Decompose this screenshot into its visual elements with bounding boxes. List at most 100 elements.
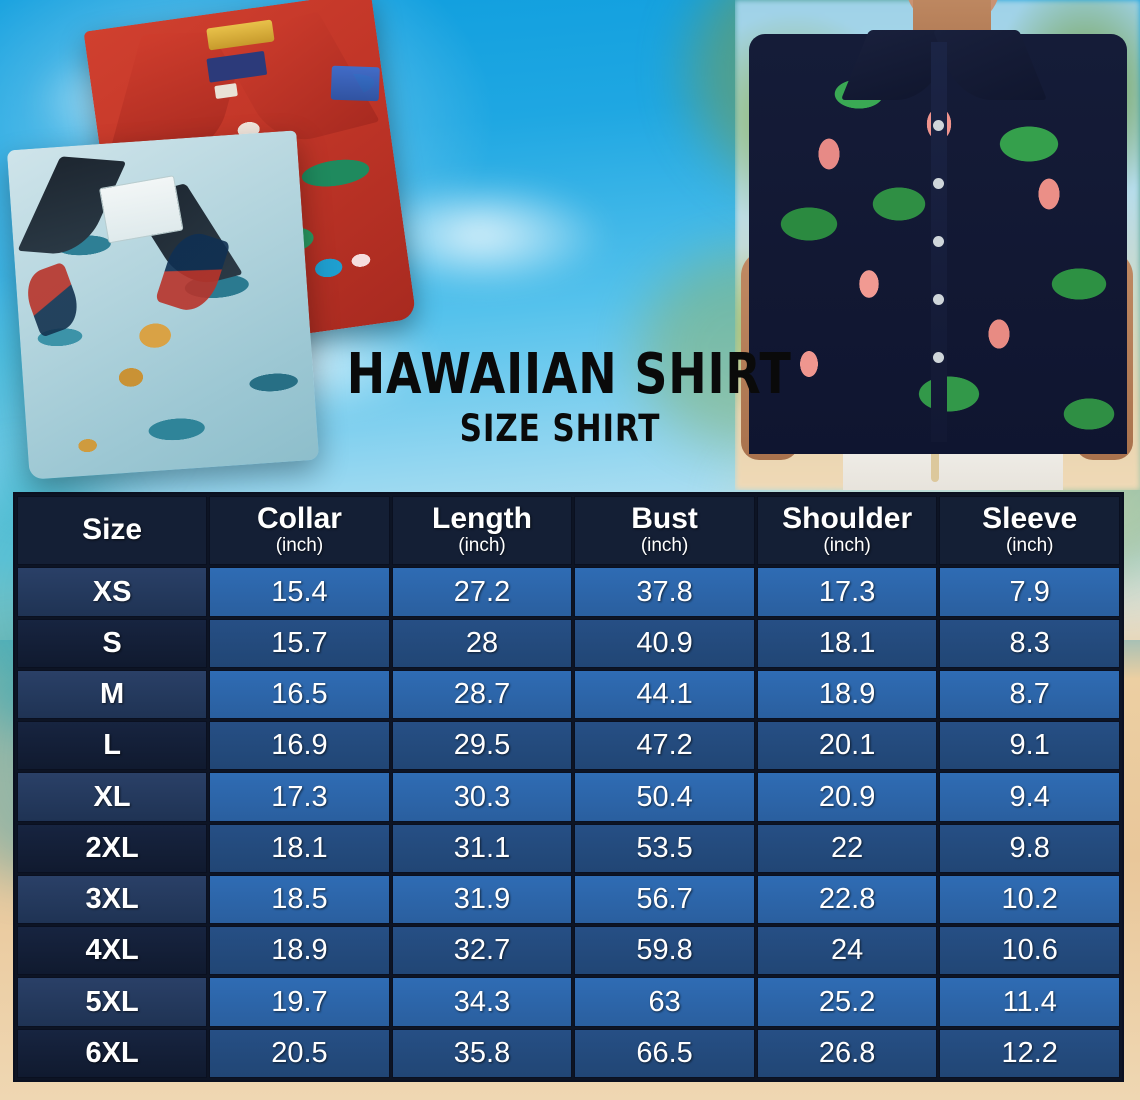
measurement-cell-collar: 16.9: [209, 721, 390, 771]
column-header-shoulder: Shoulder (inch): [756, 496, 938, 566]
title-block: HAWAIIAN SHIRT SIZE SHIRT: [300, 346, 820, 450]
measurement-cell-shoulder: 24: [756, 926, 938, 976]
measurement-cell-collar: 15.7: [209, 618, 390, 668]
shirt-button: [933, 294, 944, 305]
measurement-cell-shoulder: 22: [756, 823, 938, 873]
shirt-button: [933, 178, 944, 189]
column-header-size: Size: [17, 496, 208, 566]
measurement-cell-sleeve: 9.8: [939, 823, 1120, 873]
column-header-bust-unit: (inch): [640, 534, 689, 556]
measurement-cell-shoulder: 22.8: [756, 874, 938, 925]
measurement-cell-sleeve: 9.4: [939, 772, 1120, 822]
size-chart-table: Size Collar (inch) Length (inch) Bust (i…: [13, 492, 1124, 1082]
size-table: Size Collar (inch) Length (inch) Bust (i…: [15, 494, 1122, 1080]
measurement-cell-length: 31.1: [391, 823, 573, 873]
parrot-print-motif: [19, 261, 85, 338]
column-header-length-label: Length: [432, 502, 532, 535]
column-header-shoulder-unit: (inch): [823, 534, 871, 556]
table-row: M 16.5 28.7 44.1 18.9 8.7: [17, 669, 1120, 720]
shirt-sleeve-badge: [330, 65, 380, 102]
measurement-cell-length: 28.7: [391, 669, 573, 720]
model-wearing-hawaiian-shirt-photo: [735, 0, 1140, 490]
measurement-cell-bust: 53.5: [574, 823, 755, 873]
table-row: 2XL 18.1 31.1 53.5 22 9.8: [17, 823, 1120, 873]
measurement-cell-collar: 16.5: [209, 669, 390, 720]
table-row: 6XL 20.5 35.8 66.5 26.8 12.2: [17, 1028, 1120, 1078]
column-header-collar: Collar (inch): [209, 496, 390, 566]
table-row: L 16.9 29.5 47.2 20.1 9.1: [17, 721, 1120, 771]
column-header-bust: Bust (inch): [574, 496, 755, 566]
measurement-cell-shoulder: 18.1: [756, 618, 938, 668]
measurement-cell-shoulder: 26.8: [756, 1028, 938, 1078]
table-row: 3XL 18.5 31.9 56.7 22.8 10.2: [17, 874, 1120, 925]
table-row: XS 15.4 27.2 37.8 17.3 7.9: [17, 567, 1120, 617]
shirt-care-tag: [214, 83, 238, 99]
measurement-cell-length: 30.3: [391, 772, 573, 822]
table-header-row: Size Collar (inch) Length (inch) Bust (i…: [17, 496, 1120, 566]
table-row: 5XL 19.7 34.3 63 25.2 11.4: [17, 977, 1120, 1027]
measurement-cell-sleeve: 7.9: [939, 567, 1120, 617]
measurement-cell-length: 31.9: [391, 874, 573, 925]
column-header-collar-unit: (inch): [275, 534, 324, 556]
size-label-cell: 6XL: [17, 1028, 208, 1078]
measurement-cell-shoulder: 20.1: [756, 721, 938, 771]
measurement-cell-sleeve: 11.4: [939, 977, 1120, 1027]
measurement-cell-sleeve: 10.6: [939, 926, 1120, 976]
table-body: XS 15.4 27.2 37.8 17.3 7.9 S 15.7 28 40.9 18.1 8.3 M…: [17, 567, 1120, 1078]
measurement-cell-length: 27.2: [391, 567, 573, 617]
column-header-sleeve: Sleeve (inch): [939, 496, 1120, 566]
measurement-cell-length: 35.8: [391, 1028, 573, 1078]
measurement-cell-bust: 40.9: [574, 618, 755, 668]
table-header: Size Collar (inch) Length (inch) Bust (i…: [17, 496, 1120, 566]
measurement-cell-collar: 17.3: [209, 772, 390, 822]
measurement-cell-bust: 63: [574, 977, 755, 1027]
measurement-cell-collar: 15.4: [209, 567, 390, 617]
measurement-cell-shoulder: 20.9: [756, 772, 938, 822]
size-label-cell: M: [17, 669, 208, 720]
column-header-sleeve-unit: (inch): [1005, 534, 1054, 556]
measurement-cell-length: 29.5: [391, 721, 573, 771]
page-subtitle: SIZE SHIRT: [459, 407, 661, 451]
size-label-cell: 5XL: [17, 977, 208, 1027]
measurement-cell-collar: 20.5: [209, 1028, 390, 1078]
column-header-bust-label: Bust: [631, 502, 698, 535]
measurement-cell-shoulder: 17.3: [756, 567, 938, 617]
measurement-cell-length: 34.3: [391, 977, 573, 1027]
measurement-cell-bust: 44.1: [574, 669, 755, 720]
measurement-cell-bust: 47.2: [574, 721, 755, 771]
size-label-cell: 3XL: [17, 874, 208, 925]
shirt-button: [933, 352, 944, 363]
measurement-cell-sleeve: 9.1: [939, 721, 1120, 771]
measurement-cell-collar: 18.5: [209, 874, 390, 925]
column-header-size-label: Size: [82, 512, 143, 546]
column-header-shoulder-label: Shoulder: [782, 502, 913, 535]
page-title: HAWAIIAN SHIRT: [346, 342, 792, 407]
table-row: 4XL 18.9 32.7 59.8 24 10.6: [17, 926, 1120, 976]
size-label-cell: XS: [17, 567, 208, 617]
measurement-cell-length: 32.7: [391, 926, 573, 976]
measurement-cell-shoulder: 18.9: [756, 669, 938, 720]
measurement-cell-sleeve: 8.7: [939, 669, 1120, 720]
table-row: S 15.7 28 40.9 18.1 8.3: [17, 618, 1120, 668]
measurement-cell-sleeve: 8.3: [939, 618, 1120, 668]
size-label-cell: 4XL: [17, 926, 208, 976]
measurement-cell-bust: 37.8: [574, 567, 755, 617]
measurement-cell-sleeve: 10.2: [939, 874, 1120, 925]
table-row: XL 17.3 30.3 50.4 20.9 9.4: [17, 772, 1120, 822]
shirt-button: [933, 236, 944, 247]
measurement-cell-sleeve: 12.2: [939, 1028, 1120, 1078]
measurement-cell-bust: 50.4: [574, 772, 755, 822]
measurement-cell-bust: 66.5: [574, 1028, 755, 1078]
measurement-cell-bust: 59.8: [574, 926, 755, 976]
size-label-cell: L: [17, 721, 208, 771]
size-label-cell: XL: [17, 772, 208, 822]
size-label-cell: S: [17, 618, 208, 668]
measurement-cell-bust: 56.7: [574, 874, 755, 925]
column-header-sleeve-label: Sleeve: [982, 502, 1078, 535]
measurement-cell-shoulder: 25.2: [756, 977, 938, 1027]
column-header-length: Length (inch): [391, 496, 573, 566]
size-label-cell: 2XL: [17, 823, 208, 873]
shirt-button: [933, 120, 944, 131]
blue-tropical-folded-shirt: [6, 130, 320, 480]
measurement-cell-collar: 18.1: [209, 823, 390, 873]
